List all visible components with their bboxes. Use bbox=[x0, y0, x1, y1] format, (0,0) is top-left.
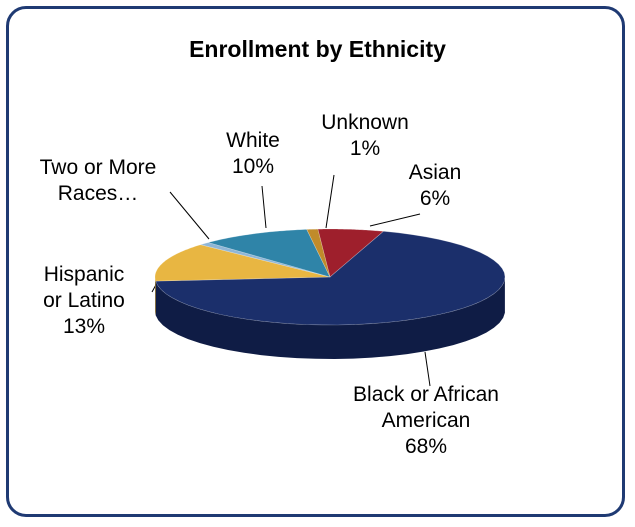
pie-slice-white bbox=[207, 229, 331, 278]
pie-side-hispanic-or-latino bbox=[155, 276, 156, 316]
label-unknown: Unknown 1% bbox=[321, 111, 409, 160]
pie-slice-asian bbox=[317, 228, 385, 278]
pie-slices bbox=[154, 228, 506, 359]
pie-side-black-or-african-american bbox=[155, 278, 505, 359]
label-white: White 10% bbox=[226, 129, 280, 178]
pie-slice-unknown bbox=[306, 228, 331, 278]
leader-line-two-or-more bbox=[169, 191, 210, 240]
label-asian: Asian 6% bbox=[408, 161, 462, 210]
pie-slice-two-or-more-races bbox=[200, 242, 331, 278]
label-hispanic-or-latino: Hispanic or Latino 13% bbox=[43, 263, 125, 338]
chart-title: Enrollment by Ethnicity bbox=[189, 36, 446, 62]
leader-line-white bbox=[261, 185, 267, 229]
leader-line-unknown bbox=[325, 174, 335, 229]
leader-line-black bbox=[424, 351, 431, 387]
pie-slice-hispanic-or-latino bbox=[154, 244, 331, 282]
leader-lines bbox=[151, 174, 431, 387]
leader-line-asian bbox=[369, 213, 421, 227]
pie-slice-black-or-african-american bbox=[155, 230, 506, 326]
label-black-or-african-american: Black or African American 68% bbox=[353, 383, 499, 458]
label-two-or-more-races: Two or More Races… bbox=[39, 156, 157, 205]
